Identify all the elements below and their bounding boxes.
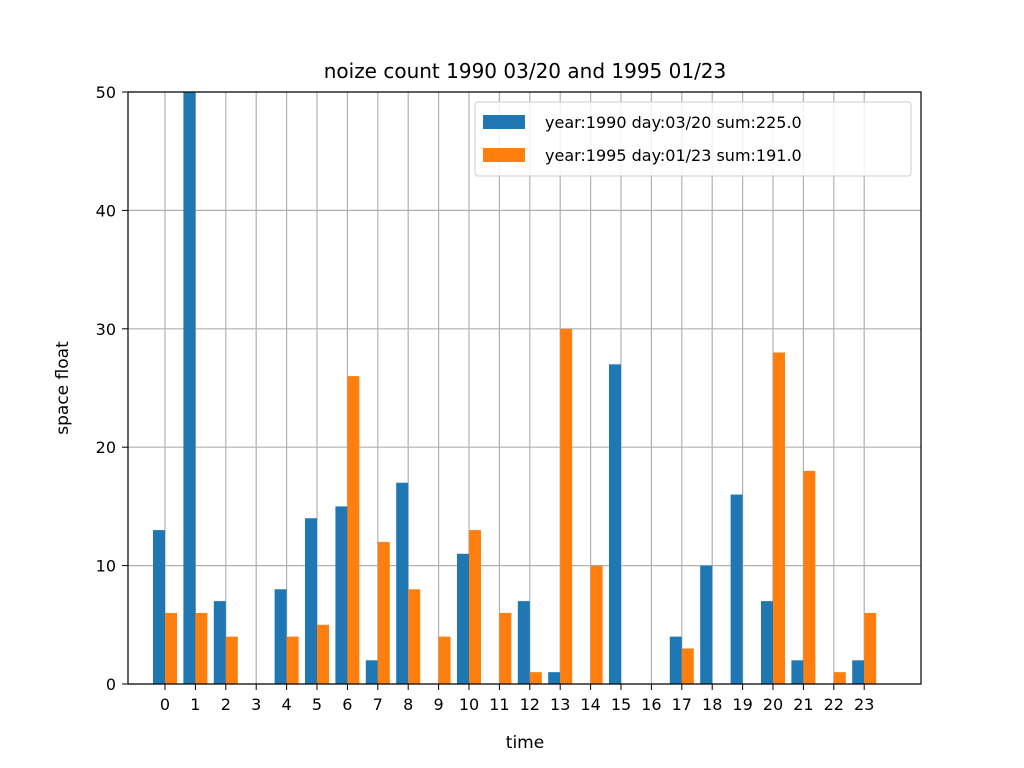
bar-series-2-cat-0 [165,612,177,684]
y-axis-ticks: 0 10 20 30 40 50 [96,83,128,694]
legend-box [474,101,912,177]
bar-series-2-cat-9 [438,636,451,684]
y-tick-label: 10 [96,557,116,576]
x-tick-label: 6 [342,695,352,714]
x-tick-label: 10 [459,695,479,714]
bar-series-1-cat-19 [730,494,743,684]
bar-series-2-cat-13 [560,328,573,684]
x-tick-label: 23 [854,695,874,714]
x-tick-label: 15 [611,695,631,714]
bar-series-2-cat-6 [347,376,360,684]
bar-series-1-cat-1 [183,92,196,684]
bar-series-2-cat-11 [499,612,512,684]
x-tick-label: 1 [190,695,200,714]
bar-series-2-cat-8 [408,589,421,684]
x-axis-label: time [506,733,544,753]
bar-series-1-cat-8 [396,482,409,684]
bar-series-1-cat-12 [517,601,530,684]
bar-series-2-cat-20 [773,352,785,684]
x-tick-label: 14 [580,695,600,714]
x-tick-label: 7 [373,695,383,714]
bar-series-1-cat-20 [761,601,773,684]
bar-series-1-cat-13 [548,672,561,684]
x-tick-label: 4 [282,695,292,714]
bar-series-1-cat-0 [153,530,165,684]
bar-series-2-cat-12 [529,672,542,684]
bar-series-1-cat-18 [700,565,713,684]
legend-label-1990: year:1990 day:03/20 sum:225.0 [545,113,802,132]
x-tick-label: 13 [550,695,570,714]
x-tick-label: 19 [732,695,752,714]
x-tick-label: 18 [702,695,722,714]
bar-series-2-cat-17 [681,648,694,684]
bar-series-1-cat-15 [609,364,621,684]
x-tick-label: 0 [160,695,170,714]
legend-swatch-1990 [483,115,525,129]
x-tick-label: 5 [312,695,322,714]
legend-swatch-1995 [483,148,525,162]
x-tick-label: 3 [251,695,261,714]
bar-series-2-cat-23 [864,612,877,684]
bar-series-1-cat-21 [791,660,804,684]
chart-title: noize count 1990 03/20 and 1995 01/23 [324,59,727,83]
y-tick-label: 40 [96,201,116,220]
bar-series-1-cat-5 [305,518,317,684]
bar-series-1-cat-7 [365,660,378,684]
bar-series-2-cat-4 [286,636,299,684]
bars [153,92,877,684]
bar-series-1-cat-17 [669,636,682,684]
bar-series-1-cat-2 [213,601,226,684]
bar-series-2-cat-2 [225,636,238,684]
bar-series-2-cat-5 [317,624,329,684]
legend-label-1995: year:1995 day:01/23 sum:191.0 [545,146,802,165]
bar-series-1-cat-4 [274,589,287,684]
x-tick-label: 16 [641,695,661,714]
x-tick-label: 21 [793,695,813,714]
legend: year:1990 day:03/20 sum:225.0 year:1995 … [474,101,912,177]
x-tick-label: 9 [434,695,444,714]
y-tick-label: 0 [106,675,116,694]
y-tick-label: 30 [96,320,116,339]
x-tick-label: 22 [824,695,844,714]
x-tick-label: 2 [221,695,231,714]
bar-series-2-cat-7 [377,541,390,684]
x-tick-label: 8 [403,695,413,714]
y-axis-label: space float [53,341,73,435]
bar-series-2-cat-14 [590,565,603,684]
plot-frame [127,91,922,685]
x-axis-ticks: 0 1 2 3 4 5 6 7 8 9 10 11 12 13 14 15 16 17 18 19 20 21 22 23 [160,684,874,714]
bar-series-1-cat-6 [335,506,348,684]
y-tick-label: 20 [96,438,116,457]
grid-lines [128,91,921,685]
x-tick-label: 20 [763,695,783,714]
x-tick-label: 12 [520,695,540,714]
x-tick-label: 11 [489,695,509,714]
bar-series-2-cat-10 [469,530,481,684]
bar-series-2-cat-1 [195,612,208,684]
bar-series-1-cat-23 [852,660,865,684]
y-tick-label: 50 [96,83,116,102]
x-tick-label: 17 [672,695,692,714]
bar-series-1-cat-10 [457,553,469,684]
bar-series-2-cat-22 [833,672,846,684]
bar-series-2-cat-21 [803,470,816,684]
